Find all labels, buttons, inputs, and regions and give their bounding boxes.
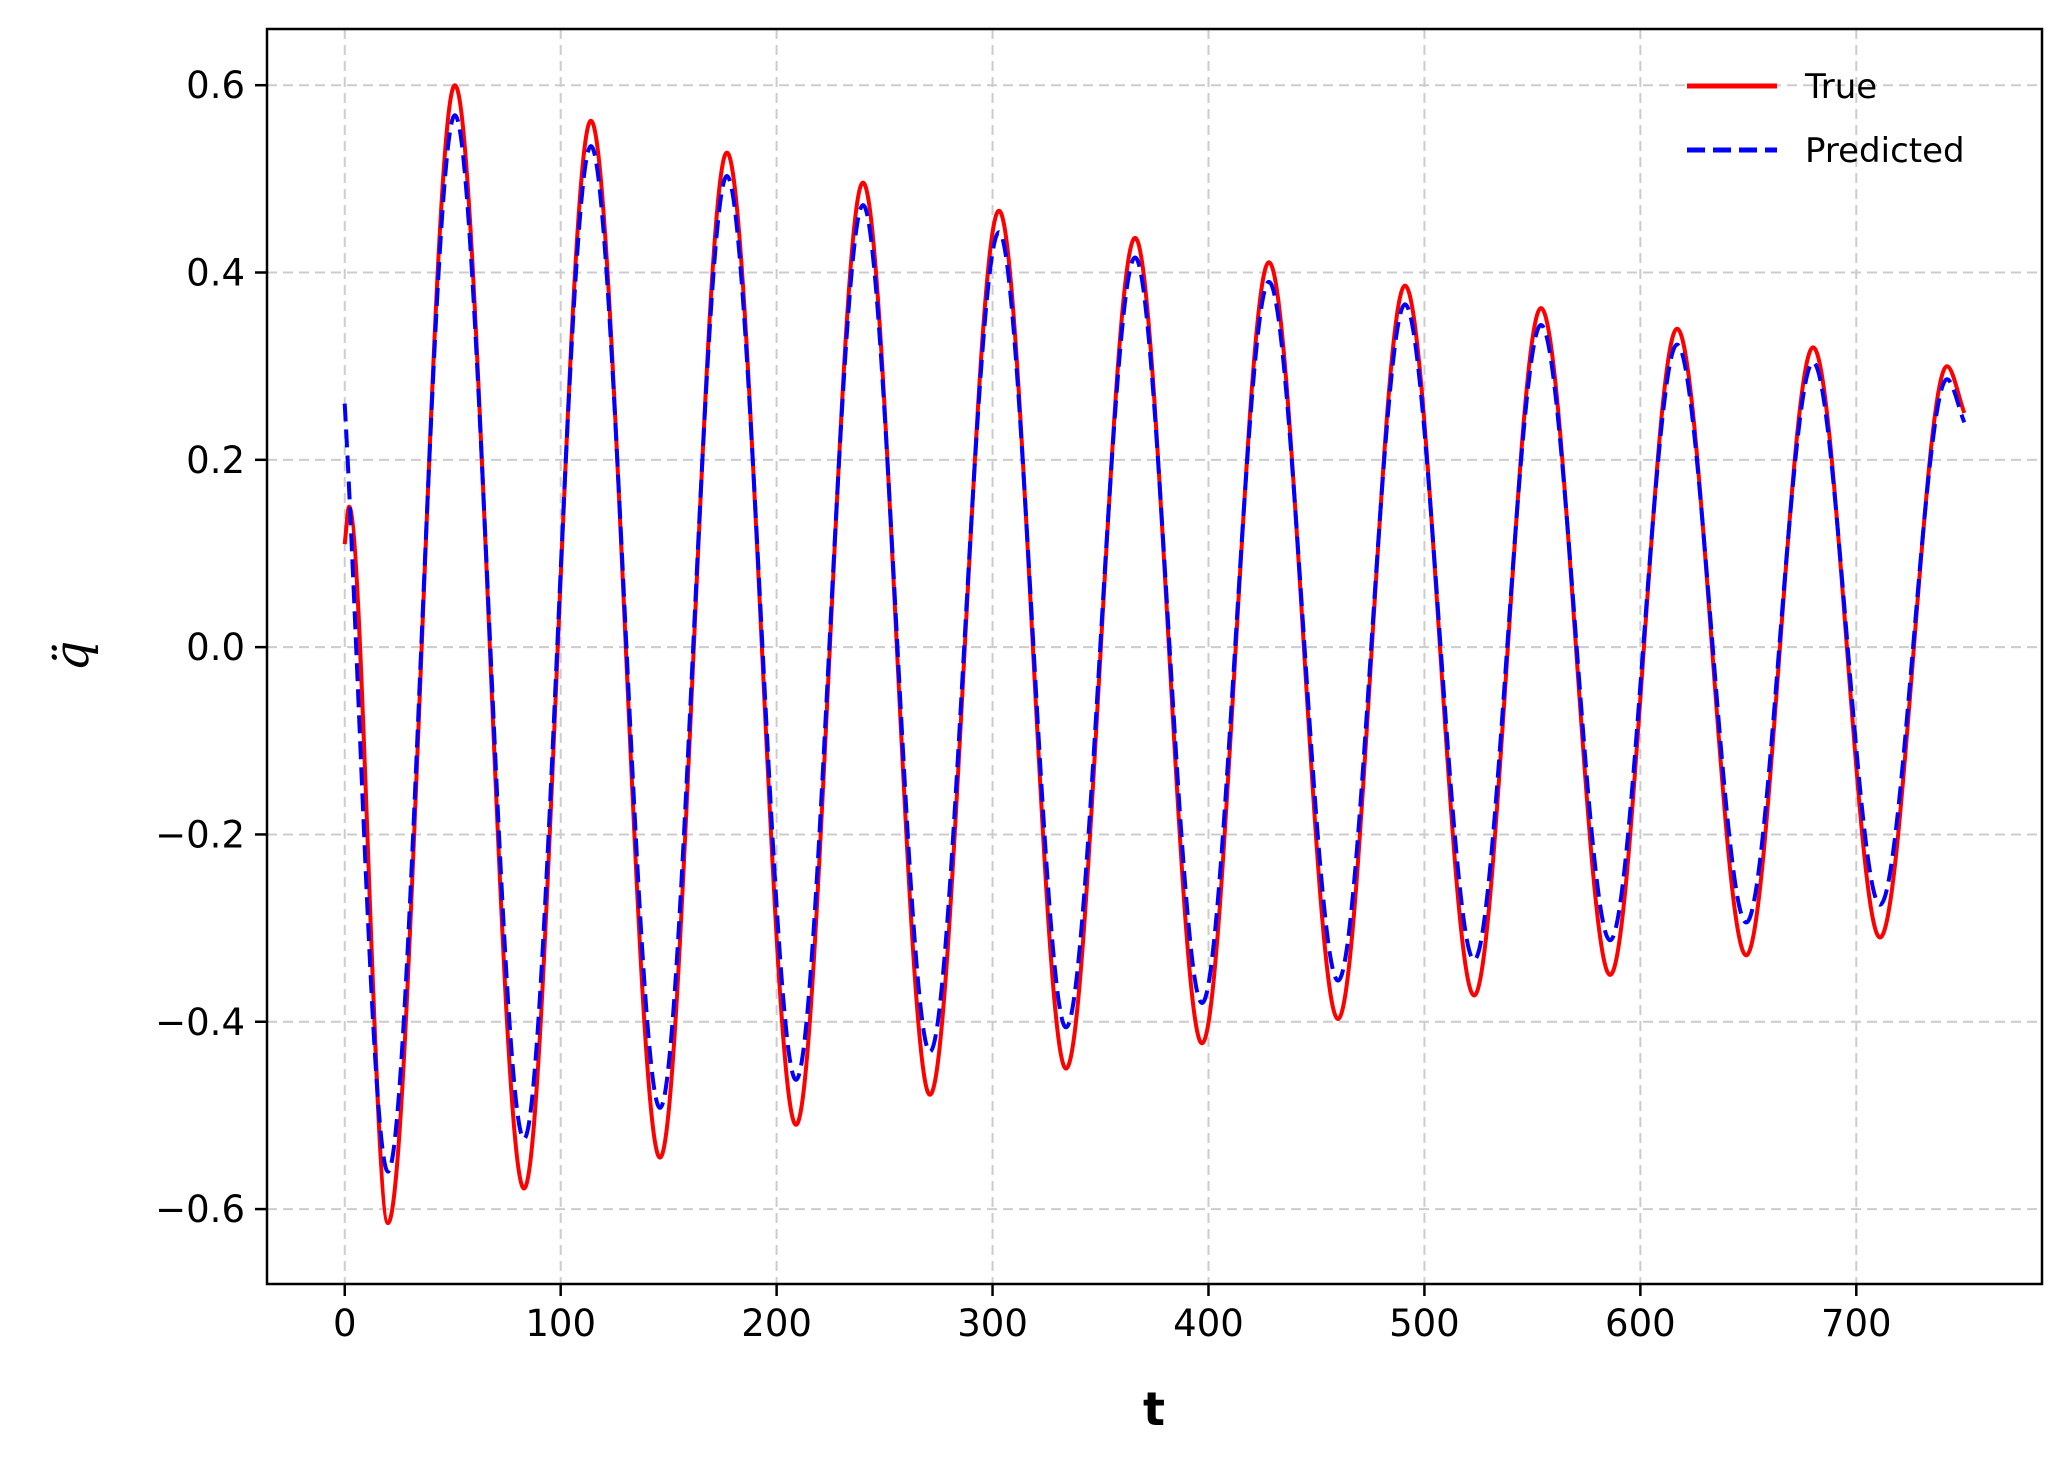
y-tick-label: −0.6: [155, 1188, 245, 1231]
x-tick-label: 700: [1821, 1302, 1892, 1345]
x-tick-label: 0: [333, 1302, 357, 1345]
series-layer: [342, 83, 1967, 1226]
x-tick-label: 300: [957, 1302, 1028, 1345]
x-tick-label: 200: [741, 1302, 812, 1345]
legend: True Predicted: [1687, 67, 1965, 171]
y-tick-label: 0.2: [186, 439, 245, 482]
plot-frame: [265, 27, 2044, 1286]
y-tick-label: 0.6: [186, 64, 245, 107]
x-tick-label: 400: [1173, 1302, 1244, 1345]
legend-label-predicted: Predicted: [1805, 131, 1965, 171]
y-tick-label: −0.4: [155, 1001, 245, 1044]
x-tick-label: 100: [525, 1302, 596, 1345]
x-axis-title: t: [1143, 1382, 1165, 1436]
legend-label-true: True: [1804, 67, 1877, 107]
y-axis-title: q̈: [44, 641, 100, 672]
x-tick-label: 500: [1389, 1302, 1460, 1345]
y-tick-label: −0.2: [155, 813, 245, 856]
y-tick-label: 0.0: [186, 626, 245, 669]
y-tick-label: 0.4: [186, 252, 245, 295]
x-tick-label: 600: [1605, 1302, 1676, 1345]
series-line-predicted: [342, 113, 1967, 1174]
ticks: 0 100 200 300 400 500 600 700 0.6 0.4 0.2 0.0 −0.2 −0…: [155, 64, 1891, 1345]
grid: [267, 29, 2042, 1284]
